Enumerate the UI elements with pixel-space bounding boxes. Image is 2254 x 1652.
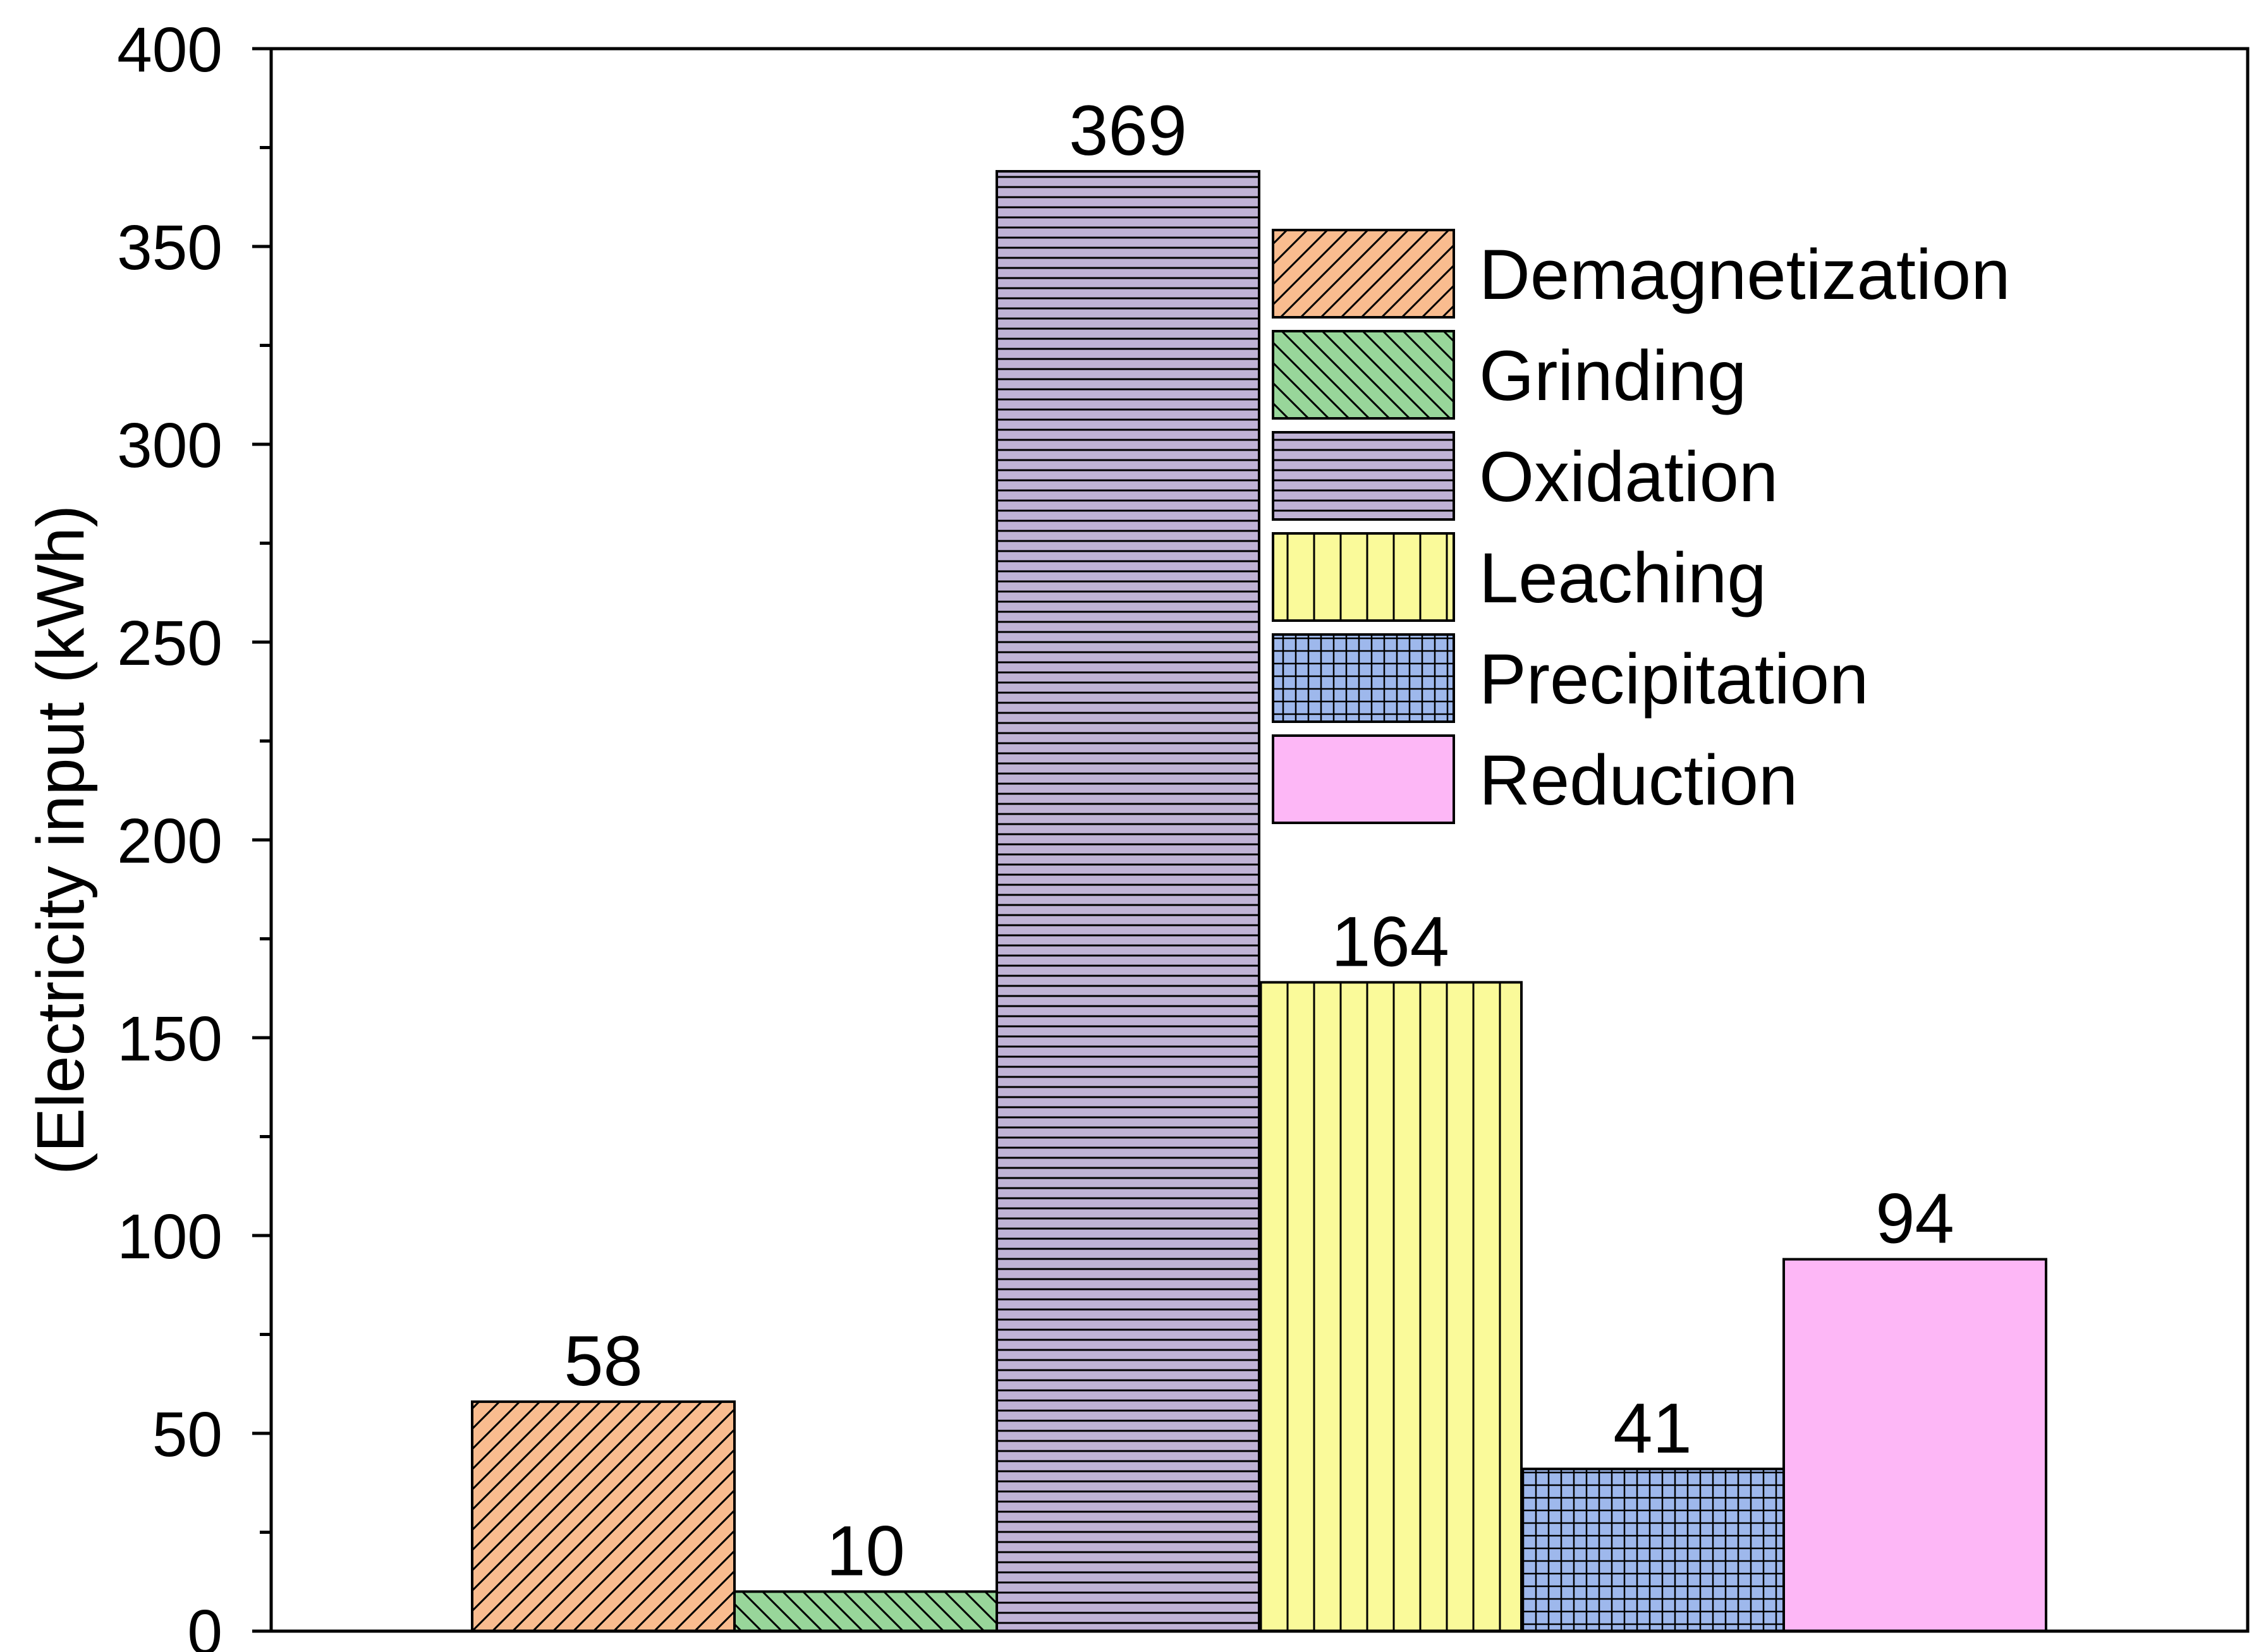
data-label-reduction: 94 <box>1875 1179 1954 1258</box>
legend-label-grinding: Grinding <box>1479 336 1746 415</box>
y-tick-label: 300 <box>117 410 222 481</box>
legend-swatch-oxidation <box>1272 431 1455 521</box>
legend-label-oxidation: Oxidation <box>1479 437 1778 516</box>
y-tick-label: 50 <box>152 1399 222 1470</box>
data-label-leaching: 164 <box>1331 902 1449 981</box>
y-axis: 0 50 100 150 200 250 300 350 400 <box>117 15 271 1652</box>
bar-leaching <box>1258 981 1523 1632</box>
data-labels: 58 10 369 164 41 94 <box>564 91 1954 1590</box>
legend-label-reduction: Reduction <box>1479 741 1798 820</box>
bar-oxidation <box>996 170 1260 1632</box>
y-tick-label: 0 <box>187 1597 222 1652</box>
y-tick-label: 100 <box>117 1201 222 1272</box>
bars-layer <box>471 170 2047 1633</box>
legend-label-demagnetization: Demagnetization <box>1479 235 2011 314</box>
legend-swatch-demagnetization <box>1272 229 1455 319</box>
data-label-grinding: 10 <box>826 1511 905 1590</box>
y-tick-label: 350 <box>117 212 222 283</box>
y-tick-label: 400 <box>117 15 222 85</box>
legend-swatch-reduction <box>1272 734 1455 824</box>
y-tick-label: 250 <box>117 608 222 679</box>
y-tick-label: 200 <box>117 806 222 877</box>
bar-precipitation <box>1520 1467 1785 1633</box>
legend-label-precipitation: Precipitation <box>1479 640 1868 719</box>
y-axis-label: (Electricity input (kWh) <box>23 505 98 1175</box>
data-label-precipitation: 41 <box>1613 1388 1692 1467</box>
data-label-demagnetization: 58 <box>564 1321 643 1400</box>
legend-label-leaching: Leaching <box>1479 538 1767 617</box>
legend-swatch-grinding <box>1272 330 1455 420</box>
bar-reduction <box>1782 1258 2047 1633</box>
legend-swatch-leaching <box>1272 532 1455 622</box>
legend-swatch-precipitation <box>1272 633 1455 723</box>
bar-demagnetization <box>471 1400 736 1632</box>
legend: Demagnetization Grinding Oxidation Leaching… <box>1272 229 2011 824</box>
y-tick-label: 150 <box>117 1004 222 1074</box>
data-label-oxidation: 369 <box>1069 91 1187 170</box>
bar-grinding <box>733 1590 998 1632</box>
